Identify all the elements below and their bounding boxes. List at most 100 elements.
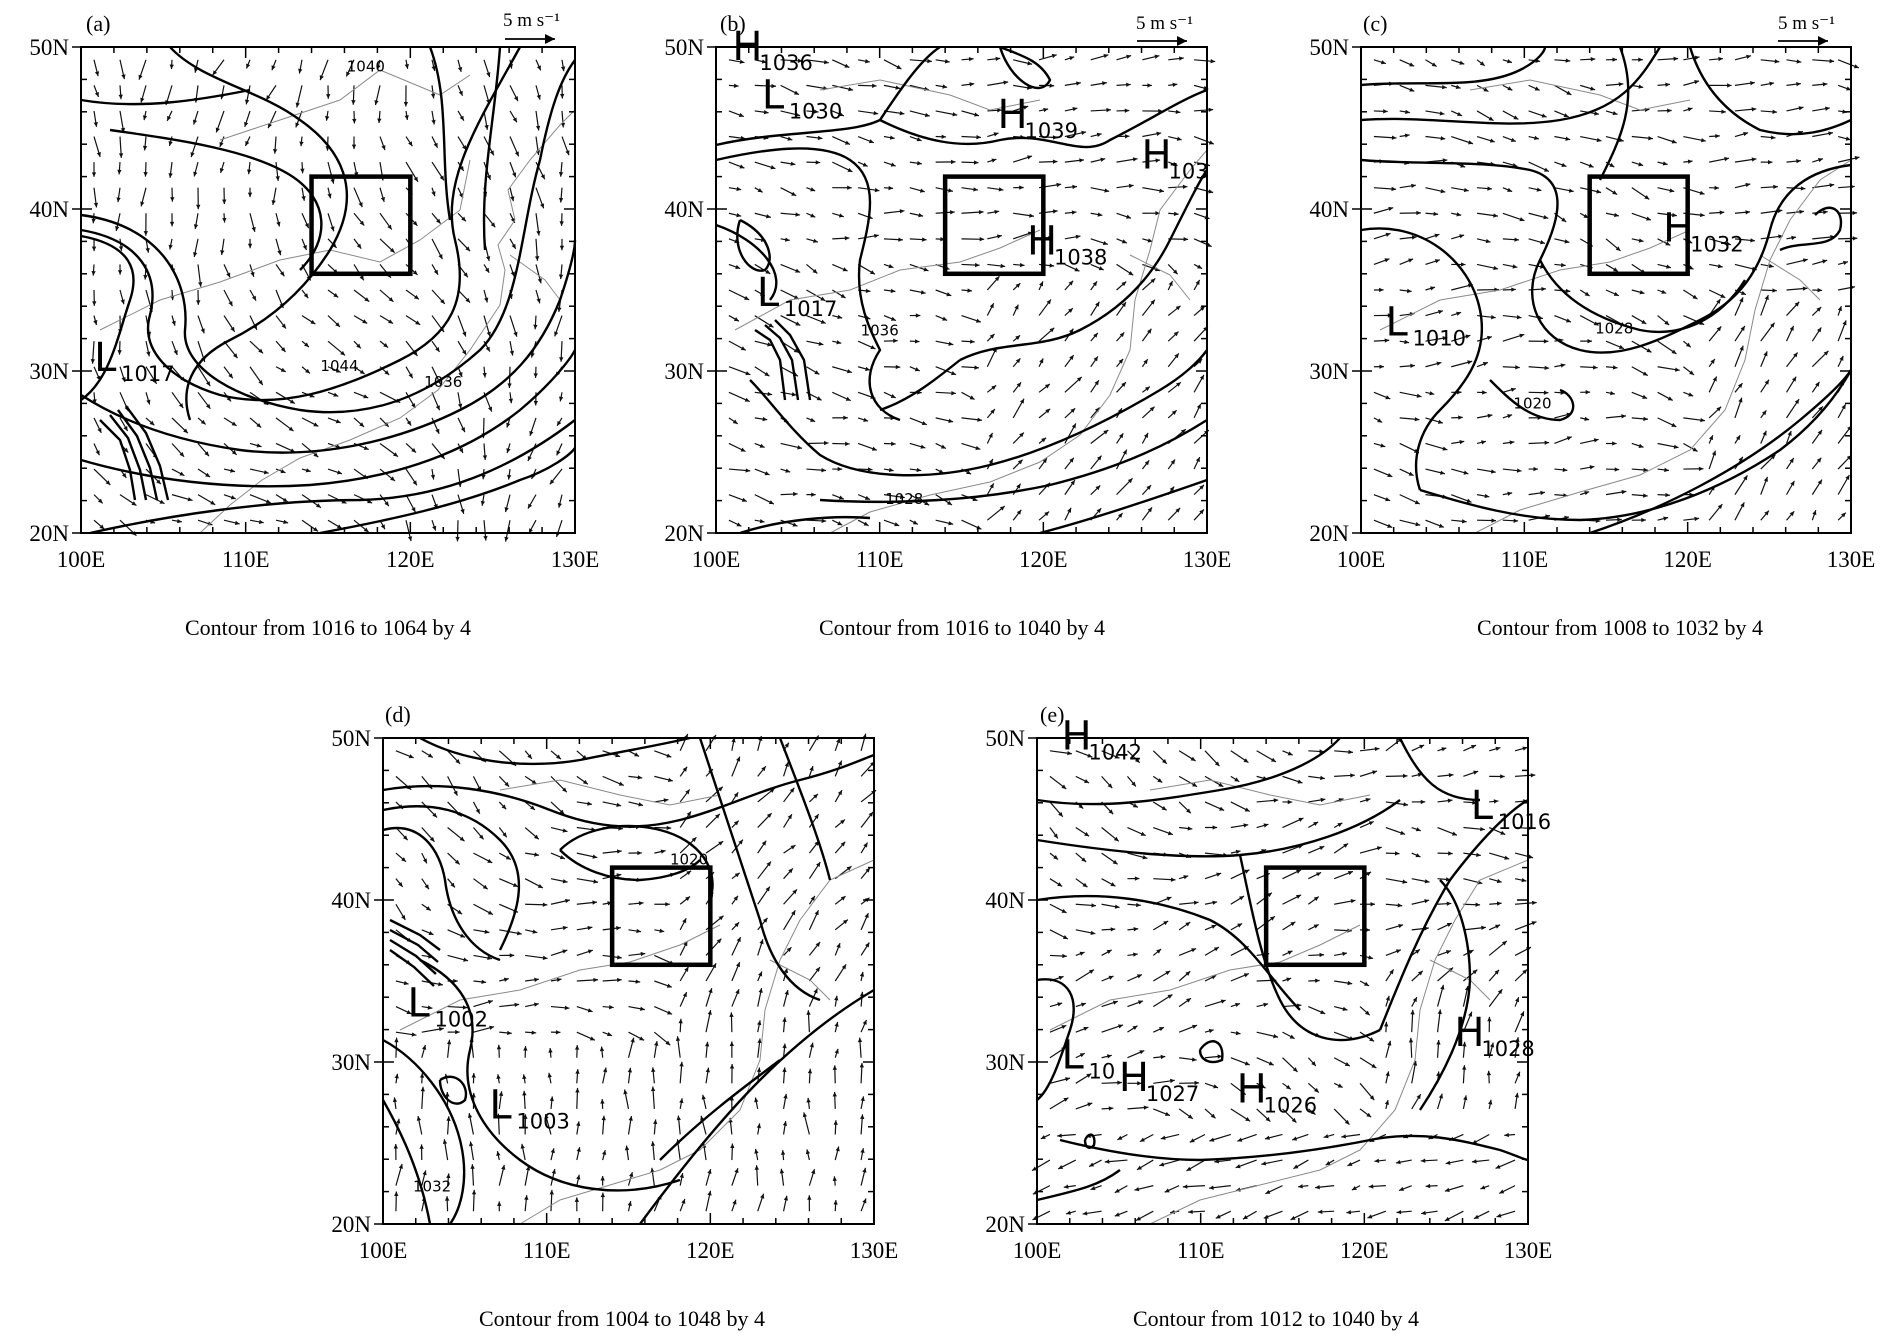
axis-ticks: 100E 110E 120E 130E 20N 30N 40N 50N — [29, 35, 599, 572]
axis-ticks: 100E 110E 120E 130E 20N 30N 40N 50N — [664, 35, 1231, 572]
contour-label: 1020 — [1513, 394, 1551, 412]
lat-tick-label: 30N — [985, 1050, 1025, 1075]
contour-value-labels: 1036 1028 — [861, 321, 924, 507]
study-area-box — [1263, 865, 1367, 968]
pressure-value: 103 — [1169, 160, 1209, 184]
contour-label: 1036 — [424, 373, 462, 391]
panel-label: (d) — [385, 702, 411, 727]
high-pressure-label: H — [998, 92, 1028, 138]
low-pressure-label: L — [1062, 1032, 1085, 1078]
lat-tick-label: 30N — [29, 359, 69, 384]
axis-ticks: 100E 110E 120E 130E 20N 30N 40N 50N — [985, 726, 1552, 1263]
scale-arrow: 5 m s⁻¹ — [503, 10, 560, 44]
low-pressure-label: L — [762, 73, 785, 119]
map-frame — [1036, 737, 1529, 1225]
lon-tick-label: 130E — [850, 1238, 899, 1263]
contour-label: 1020 — [670, 850, 708, 868]
wind-vectors — [728, 53, 1216, 530]
lon-tick-label: 100E — [1337, 547, 1386, 572]
low-pressure-label: L — [1471, 783, 1494, 829]
pressure-center-labels: L 1017 — [94, 335, 174, 386]
contour-label: 1044 — [320, 357, 358, 375]
scale-label: 5 m s⁻¹ — [1136, 13, 1193, 34]
lat-tick-label: 50N — [1309, 35, 1349, 60]
contour-label: 1028 — [885, 490, 923, 508]
lon-tick-label: 110E — [856, 547, 904, 572]
pressure-value: 1017 — [121, 362, 174, 386]
panel-caption: Contour from 1004 to 1048 by 4 — [479, 1306, 765, 1331]
high-pressure-label: H — [1119, 1055, 1149, 1101]
lon-tick-label: 120E — [386, 547, 435, 572]
lat-tick-label: 50N — [331, 726, 371, 751]
panel-a: L 1017 1040 1044 1036 100E 110E 120E 130E 20N 30… — [29, 10, 599, 640]
panel-label: (e) — [1040, 702, 1064, 727]
contour-label: 1032 — [413, 1178, 451, 1196]
isobars — [1036, 737, 1529, 1202]
high-pressure-label: H — [1142, 133, 1172, 179]
lat-tick-label: 20N — [985, 1212, 1025, 1237]
pressure-value: 1042 — [1089, 740, 1142, 764]
lat-tick-label: 20N — [29, 521, 69, 546]
pressure-value: 1038 — [1054, 245, 1107, 269]
pressure-value: 1028 — [1481, 1037, 1534, 1061]
lon-tick-label: 120E — [686, 1238, 735, 1263]
high-pressure-label: H — [1454, 1010, 1484, 1056]
lon-tick-label: 130E — [551, 547, 600, 572]
pressure-value: 1036 — [759, 51, 812, 75]
pressure-value: 1017 — [784, 297, 837, 321]
map-frame — [382, 737, 875, 1225]
isobars — [381, 736, 875, 1225]
pressure-value: 1016 — [1498, 810, 1551, 834]
pressure-value: 1027 — [1146, 1082, 1199, 1106]
study-area-box — [609, 865, 713, 968]
low-pressure-label: L — [757, 270, 780, 316]
lon-tick-label: 100E — [359, 1238, 408, 1263]
lat-tick-label: 20N — [1309, 521, 1349, 546]
panel-caption: Contour from 1008 to 1032 by 4 — [1477, 615, 1763, 640]
lat-tick-label: 40N — [29, 197, 69, 222]
contour-label: 1036 — [861, 321, 899, 339]
pressure-value: 10 — [1089, 1059, 1116, 1083]
lon-tick-label: 100E — [1013, 1238, 1062, 1263]
lon-tick-label: 100E — [57, 547, 106, 572]
lat-tick-label: 20N — [664, 521, 704, 546]
lat-tick-label: 40N — [1309, 197, 1349, 222]
map-frame — [80, 46, 576, 534]
lat-tick-label: 40N — [331, 888, 371, 913]
high-pressure-label: H — [1237, 1067, 1267, 1113]
lon-tick-label: 130E — [1504, 1238, 1553, 1263]
scale-label: 5 m s⁻¹ — [503, 10, 560, 31]
lon-tick-label: 120E — [1663, 547, 1712, 572]
pressure-value: 1026 — [1264, 1094, 1317, 1118]
scale-arrow: 5 m s⁻¹ — [1778, 13, 1835, 46]
study-area-box — [309, 174, 413, 277]
lon-tick-label: 110E — [1177, 1238, 1225, 1263]
axis-ticks: 100E 110E 120E 130E 20N 30N 40N 50N — [1309, 35, 1875, 572]
scale-arrow: 5 m s⁻¹ — [1136, 13, 1193, 46]
coastline — [734, 79, 1208, 534]
wind-vectors — [90, 59, 570, 542]
lat-tick-label: 50N — [985, 726, 1025, 751]
lon-tick-label: 130E — [1827, 547, 1876, 572]
lon-tick-label: 100E — [692, 547, 741, 572]
panel-label: (c) — [1363, 11, 1387, 36]
coastline — [399, 779, 875, 1225]
map-frame — [715, 46, 1208, 534]
panel-caption: Contour from 1012 to 1040 by 4 — [1133, 1306, 1419, 1331]
pressure-value: 1003 — [516, 1110, 569, 1134]
lon-tick-label: 110E — [1500, 547, 1548, 572]
low-pressure-label: L — [489, 1083, 512, 1129]
low-pressure-label: L — [94, 335, 117, 381]
low-pressure-label: L — [408, 981, 431, 1027]
wind-vectors — [392, 733, 877, 1212]
lat-tick-label: 40N — [985, 888, 1025, 913]
panel-caption: Contour from 1016 to 1064 by 4 — [185, 615, 471, 640]
low-pressure-label: L — [1386, 299, 1409, 345]
scale-label: 5 m s⁻¹ — [1778, 13, 1835, 34]
